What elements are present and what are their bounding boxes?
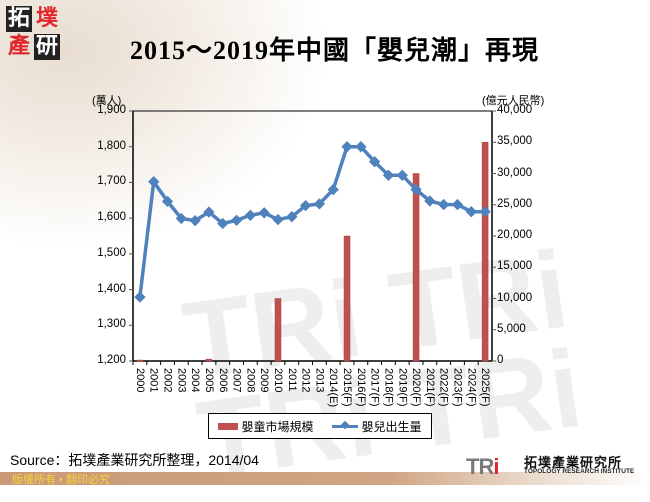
line-marker [424,195,436,207]
x-tick-label: 2001 [147,368,160,393]
line-marker [327,183,339,196]
left-tick-label: 1,500 [97,246,126,259]
line-marker [368,156,381,168]
bar-swatch-icon [218,422,239,430]
tri-brand-logo: TRi 拓墣產業研究所 TOPOLOGY RESEARCH INSTITUTE [466,452,646,479]
legend-item-line: 嬰兒出生量 [332,418,422,435]
x-tick-label: 2003 [175,368,188,393]
x-tick-label: 2002 [161,368,174,393]
x-tick-label: 2020(F) [410,368,423,407]
x-tick-label: 2007 [230,368,243,393]
line-marker [465,206,477,218]
x-tick-label: 2011 [285,368,298,392]
right-tick-label: 20,000 [497,229,533,241]
right-tick-label: 5,000 [497,322,526,335]
x-tick-label: 2023(F) [451,368,464,407]
line-marker [438,198,450,211]
line-marker [258,207,270,219]
left-tick-label: 1,700 [97,175,126,188]
bar [205,358,213,362]
logo-char: 拓 [6,6,32,32]
legend-item-bar: 嬰童市場規模 [218,418,314,435]
logo-char: 產 [7,34,30,59]
x-tick-label: 2018(F) [382,368,395,407]
copyright-text: 版權所有 • 翻印必究 [12,474,110,486]
right-tick-label: 25,000 [497,197,533,210]
x-tick-label: 2021(F) [423,368,436,407]
line-marker [134,291,146,303]
left-tick-label: 1,300 [97,318,126,331]
source-note: Source：拓墣產業研究所整理，2014/04 [10,452,259,468]
x-tick-label: 2025(F) [479,368,492,407]
line-marker [313,198,326,210]
right-axis-label: (億元人民幣) [482,95,545,107]
line-marker [272,213,284,226]
x-tick-label: 2015(F) [341,368,354,407]
bar [343,235,351,362]
x-tick-label: 2005 [202,368,215,393]
x-tick-label: 2017(F) [368,368,381,407]
line-marker [451,198,464,211]
tri-logo-mark: TRi [466,454,499,479]
line-marker [148,176,160,188]
plot-area [129,110,496,365]
brand-name-cn: 拓墣產業研究所 [524,455,623,470]
tri-corner-logo: 拓 墣 產 研 [6,6,62,62]
legend-bar-label: 嬰童市場規模 [241,419,314,434]
right-tick-label: 15,000 [497,260,533,273]
line-marker [230,214,243,226]
page-title: 2015～2019年中國「嬰兒潮」再現 [130,36,540,65]
line-marker [175,212,187,225]
bar [274,298,282,362]
x-tick-label: 2010 [271,368,284,393]
right-tick-label: 30,000 [497,166,533,179]
legend: 嬰童市場規模 嬰兒出生量 [208,413,432,439]
right-tick-label: 0 [497,354,504,366]
bar [481,142,489,362]
line-marker [355,141,367,153]
x-tick-label: 2012 [299,368,312,393]
line-marker [244,209,257,221]
line-marker [161,195,174,208]
x-tick-label: 2016(F) [354,368,367,407]
chart: (萬人) (億元人民幣) 1,200 1,300 1,400 1,500 1,600 1,… [0,0,650,440]
x-tick-label: 2019(F) [396,368,409,407]
right-tick-label: 10,000 [497,291,533,304]
line-marker [299,199,312,212]
x-tick-label: 2022(F) [437,368,450,407]
line-marker [189,214,201,227]
right-tick-label: 40,000 [497,104,533,116]
x-tick-label: 2013 [313,368,326,393]
line-marker [286,211,298,223]
logo-char: 墣 [35,6,58,31]
x-tick-label: 2004 [189,368,202,393]
left-tick-label: 1,200 [97,354,126,366]
x-tick-label: 2009 [258,368,271,393]
line-marker [217,217,229,230]
x-tick-label: 2006 [216,368,229,393]
line-marker [396,169,408,181]
x-tick-label: 2024(F) [465,368,478,407]
logo-char: 研 [34,34,60,60]
line-swatch-icon [332,424,359,428]
line-marker [479,206,491,218]
line-marker [203,206,215,218]
legend-line-label: 嬰兒出生量 [361,419,422,434]
line-marker [341,141,353,153]
line-marker [382,169,395,181]
left-axis-label: (萬人) [92,95,122,107]
bar [412,173,420,362]
x-tick-label: 2008 [244,368,257,393]
left-tick-label: 1,600 [97,211,126,224]
left-tick-label: 1,400 [97,282,126,295]
footer-bar: 版權所有 • 翻印必究 [0,472,650,486]
left-tick-label: 1,900 [97,104,126,116]
right-tick-label: 35,000 [497,135,533,148]
left-tick-label: 1,800 [97,139,126,152]
line-marker [410,183,422,196]
x-tick-label: 2014(E) [327,368,340,408]
x-tick-label: 2000 [133,368,146,393]
bar [136,359,144,362]
brand-name-en: TOPOLOGY RESEARCH INSTITUTE [524,468,635,475]
